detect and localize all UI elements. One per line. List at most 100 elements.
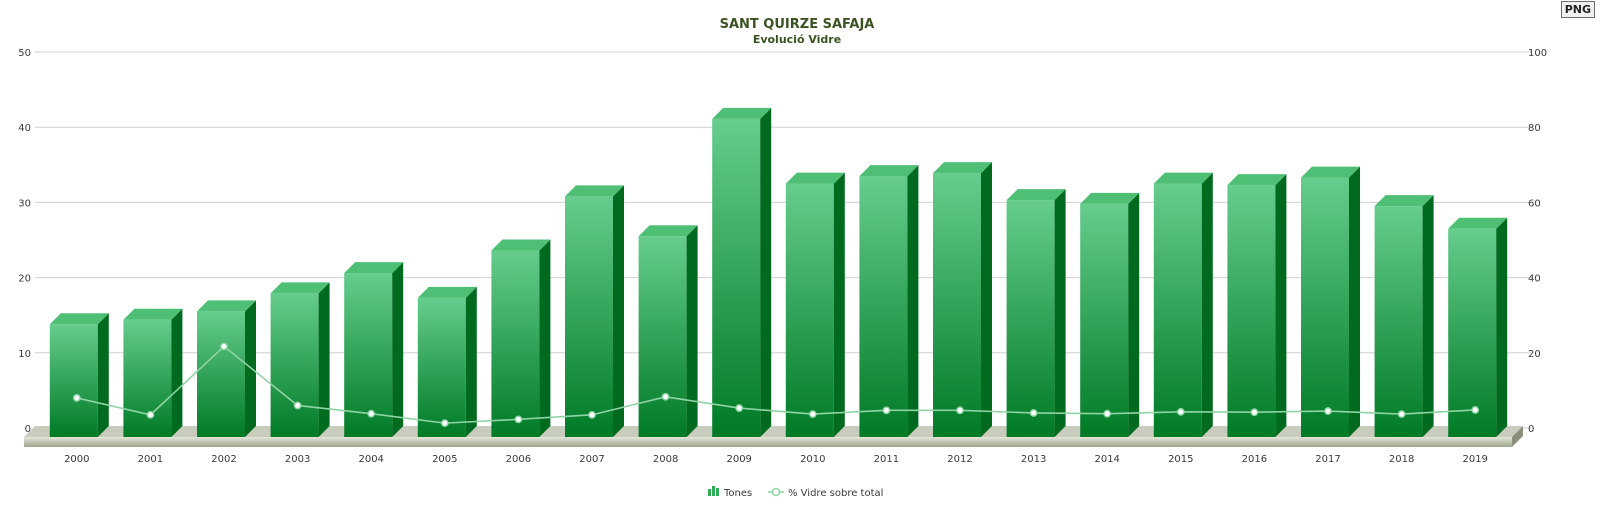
legend-marker-icon (771, 487, 781, 497)
line-point[interactable] (1324, 407, 1332, 415)
bar-side (1496, 217, 1508, 437)
bar-front (344, 273, 393, 437)
bar-side (171, 308, 183, 437)
y-right-tick-label: 60 (1528, 198, 1541, 209)
bar[interactable] (417, 286, 477, 437)
line-point[interactable] (1250, 408, 1259, 417)
png-export-button[interactable]: PNG (1560, 1, 1595, 18)
x-tick-label: 2015 (1168, 454, 1193, 465)
bar[interactable] (1301, 166, 1360, 438)
bar[interactable] (712, 107, 772, 438)
bar-top (565, 185, 624, 197)
line-point[interactable] (588, 410, 596, 419)
bar-top (638, 225, 698, 237)
line-point[interactable] (220, 342, 228, 351)
x-tick-label: 2001 (138, 454, 163, 465)
bar-side (465, 286, 477, 437)
line-point[interactable] (367, 409, 376, 418)
y-right-tick-label: 40 (1528, 274, 1541, 285)
bar-front (417, 297, 466, 437)
bar-front (712, 118, 761, 438)
bar-front (565, 196, 613, 437)
legend-item-tones[interactable]: Tones (708, 486, 752, 499)
bar-side (1054, 189, 1066, 437)
x-tick-label: 2012 (947, 454, 972, 465)
bar-front (1080, 203, 1129, 437)
line-point[interactable] (1471, 406, 1480, 414)
bar-front (1006, 200, 1055, 437)
bar-side (318, 282, 330, 437)
x-tick-label: 2014 (1094, 454, 1119, 465)
bar[interactable] (1153, 172, 1213, 438)
bar-side (833, 172, 845, 438)
bar[interactable] (270, 282, 330, 437)
axes: 0 10 20 30 40 50 0 20 40 60 80 100 2000 2001 2002 2003 2… (18, 48, 1547, 465)
line-point[interactable] (72, 394, 81, 402)
bar[interactable] (49, 313, 109, 437)
legend-item-percent[interactable]: % Vidre sobre total (768, 487, 883, 499)
bar[interactable] (565, 185, 624, 437)
line-point[interactable] (514, 415, 523, 424)
x-tick-label: 2006 (506, 454, 531, 465)
bar-series (49, 107, 1508, 438)
chart-subtitle: Evolució Vidre (753, 33, 841, 46)
bar[interactable] (123, 308, 183, 437)
line-point[interactable] (293, 401, 302, 410)
x-tick-label: 2008 (653, 454, 678, 465)
x-tick-label: 2017 (1315, 454, 1340, 465)
bar[interactable] (1374, 195, 1434, 437)
bar-side (686, 225, 698, 437)
x-tick-label: 2007 (579, 454, 604, 465)
bar-top (1006, 189, 1066, 201)
x-tick-label: 2013 (1021, 454, 1046, 465)
bar-top (1227, 174, 1287, 186)
y-right-tick-label: 100 (1528, 48, 1547, 59)
line-point[interactable] (808, 410, 817, 418)
line-point[interactable] (1103, 409, 1112, 418)
line-series (72, 342, 1480, 428)
y-left-tick-label: 10 (18, 349, 31, 360)
x-tick-label: 2003 (285, 454, 310, 465)
bar-top (49, 313, 109, 325)
y-left-tick-label: 20 (18, 274, 31, 285)
bar[interactable] (1448, 217, 1508, 437)
bar[interactable] (785, 172, 845, 438)
bar-top (785, 172, 845, 184)
bar-front (49, 324, 98, 437)
bar-front (270, 293, 319, 437)
bar-side (1422, 195, 1434, 437)
line-point[interactable] (661, 392, 670, 401)
bar-side (539, 239, 551, 437)
bar-front (933, 173, 981, 437)
bar-front (123, 319, 172, 437)
bar[interactable] (1006, 189, 1066, 437)
y-right-tick-label: 0 (1528, 424, 1534, 435)
bar-top (1448, 217, 1508, 229)
line-point[interactable] (735, 404, 744, 412)
bar[interactable] (491, 239, 551, 437)
bar[interactable] (344, 262, 404, 437)
bar-side (1128, 192, 1140, 437)
bar[interactable] (638, 225, 698, 437)
bar[interactable] (1080, 192, 1140, 437)
line-point[interactable] (440, 419, 449, 428)
bar[interactable] (197, 300, 256, 437)
line-point[interactable] (146, 410, 155, 419)
line-point[interactable] (956, 406, 964, 415)
bar[interactable] (1227, 174, 1287, 437)
bar-side (613, 185, 624, 437)
bar[interactable] (933, 162, 992, 437)
bar-side (392, 262, 404, 437)
line-point[interactable] (1176, 407, 1185, 416)
x-tick-label: 2005 (432, 454, 457, 465)
floor-front (24, 437, 1512, 447)
bar[interactable] (859, 165, 919, 437)
line-point[interactable] (1397, 410, 1406, 418)
line-point[interactable] (1029, 409, 1038, 417)
bar-front (491, 250, 540, 437)
y-right-tick-label: 20 (1528, 349, 1541, 360)
bar-side (760, 107, 772, 438)
line-point[interactable] (882, 406, 891, 415)
